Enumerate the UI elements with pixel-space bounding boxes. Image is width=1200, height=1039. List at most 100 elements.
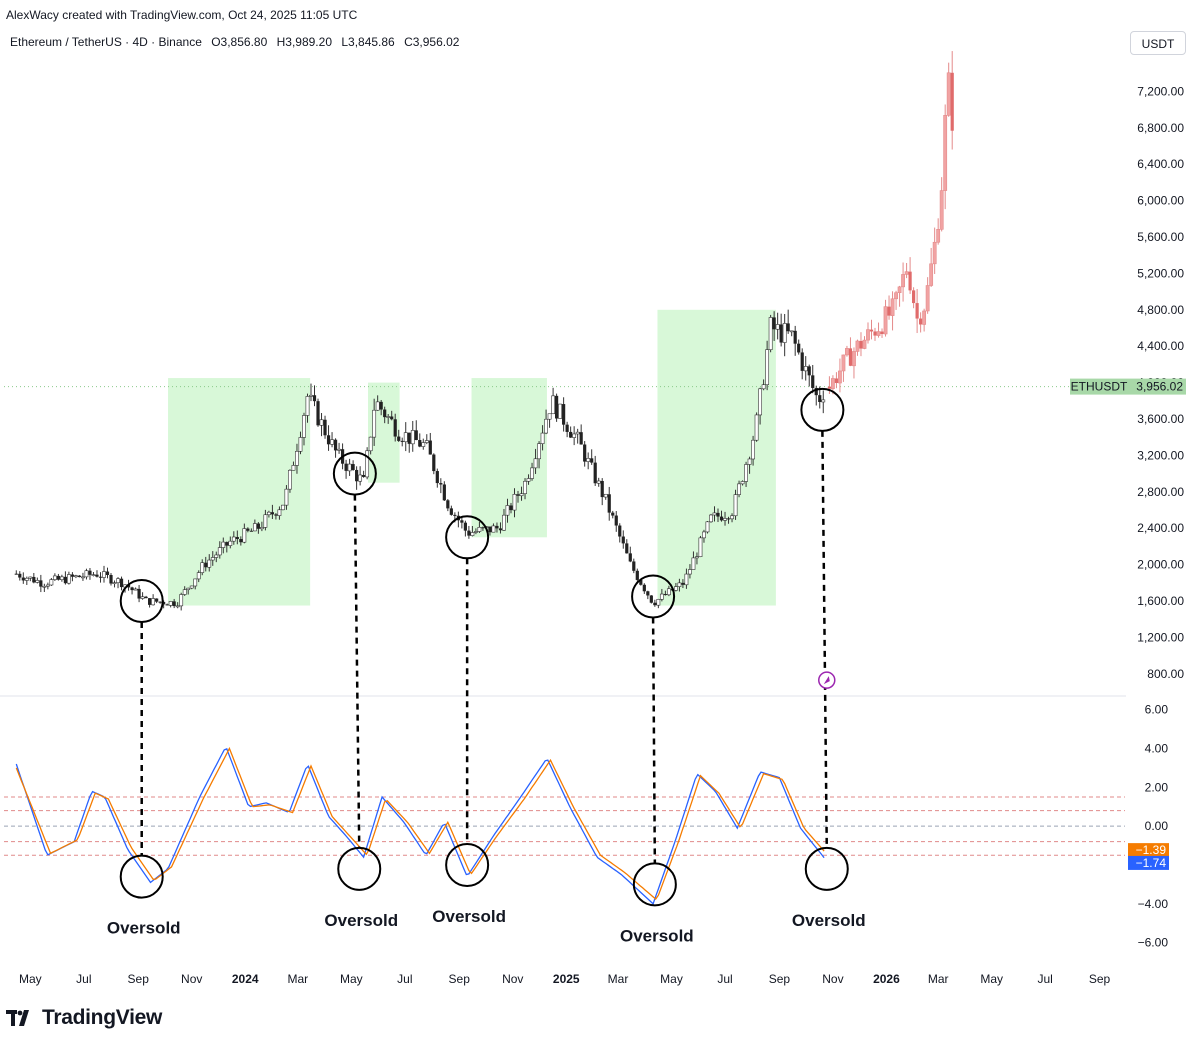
candle-body xyxy=(512,494,517,511)
candle-91 xyxy=(330,432,334,448)
candle-28 xyxy=(109,573,113,586)
candle-body xyxy=(558,403,563,419)
candle-body xyxy=(263,514,268,528)
candle-body xyxy=(144,596,148,599)
candle-body xyxy=(246,528,250,531)
candle-body xyxy=(175,605,180,608)
projection-candle-9 xyxy=(855,339,860,356)
candle-body xyxy=(502,514,506,531)
candle-body xyxy=(266,511,271,516)
candle-177 xyxy=(632,558,636,574)
candle-body xyxy=(929,263,934,286)
candle-body xyxy=(586,458,591,462)
candle-30 xyxy=(116,577,120,589)
candle-88 xyxy=(319,413,324,437)
candle-body xyxy=(530,467,534,479)
candle-148 xyxy=(530,462,534,481)
candle-body xyxy=(761,384,766,390)
candle-body xyxy=(14,573,18,575)
connector-line-5 xyxy=(821,430,829,848)
candle-body xyxy=(193,578,198,587)
candle-body xyxy=(151,598,156,606)
candle-59 xyxy=(217,541,222,559)
candle-182 xyxy=(649,595,653,604)
candle-body xyxy=(488,526,492,533)
candle-34 xyxy=(130,586,134,595)
price-tick-label: 6,800.00 xyxy=(1137,121,1184,135)
candle-body xyxy=(189,585,194,589)
candle-117 xyxy=(421,438,426,450)
candle-54 xyxy=(200,559,205,576)
candle-1 xyxy=(14,570,18,575)
candle-body xyxy=(862,339,867,349)
candle-body xyxy=(803,366,808,372)
candle-157 xyxy=(562,397,566,432)
candle-body xyxy=(744,464,748,482)
candle-132 xyxy=(474,528,478,535)
shaded-zone-4 xyxy=(657,309,776,606)
candle-187 xyxy=(666,585,671,597)
candle-71 xyxy=(259,521,264,532)
candle-body xyxy=(407,432,411,444)
candle-body xyxy=(765,349,770,386)
candle-189 xyxy=(673,582,678,592)
price-tick-label: 1,200.00 xyxy=(1137,630,1184,644)
candle-body xyxy=(91,574,96,576)
x-tick-label: 2025 xyxy=(553,972,580,986)
candle-body xyxy=(18,573,22,578)
candle-body xyxy=(309,394,313,397)
currency-selector[interactable]: USDT xyxy=(1130,31,1186,55)
candle-104 xyxy=(375,395,380,411)
candle-body xyxy=(583,444,587,462)
candle-161 xyxy=(575,428,580,444)
candle-body xyxy=(673,586,678,591)
candle-96 xyxy=(347,458,352,476)
x-tick-label: Sep xyxy=(128,972,150,986)
candle-body xyxy=(733,494,738,517)
candle-86 xyxy=(312,385,317,407)
candle-body xyxy=(228,540,233,546)
candle-120 xyxy=(432,453,436,475)
candle-226 xyxy=(803,356,808,381)
candle-162 xyxy=(579,424,583,445)
candle-body xyxy=(231,536,236,542)
candle-112 xyxy=(403,422,408,452)
candle-body xyxy=(747,458,752,465)
candle-191 xyxy=(681,579,685,589)
candle-45 xyxy=(168,600,173,608)
candle-body xyxy=(831,378,835,389)
candle-body xyxy=(259,527,264,530)
price-tick-label: 4,400.00 xyxy=(1137,339,1184,353)
candle-body xyxy=(179,594,184,607)
projection-candle-6 xyxy=(845,345,849,357)
candle-143 xyxy=(512,488,517,518)
candle-body xyxy=(21,577,25,581)
candle-225 xyxy=(800,348,804,380)
candle-58 xyxy=(214,551,219,563)
symbol-name[interactable]: Ethereum / TetherUS · 4D · Binance xyxy=(10,35,202,49)
candle-body xyxy=(204,562,208,568)
candle-140 xyxy=(502,508,506,531)
candle-196 xyxy=(698,535,703,558)
candle-body xyxy=(834,378,839,384)
candle-body xyxy=(400,440,404,442)
projection-candle-13 xyxy=(869,319,874,340)
candle-12 xyxy=(52,573,57,581)
candle-body xyxy=(24,577,29,581)
candle-39 xyxy=(148,598,152,608)
candle-69 xyxy=(252,519,257,532)
projection-candle-23 xyxy=(904,262,909,279)
candle-body xyxy=(252,523,257,532)
candle-60 xyxy=(221,537,226,554)
oversold-label-4: Oversold xyxy=(620,926,694,945)
candle-body xyxy=(827,386,831,389)
candle-body xyxy=(77,575,82,578)
projection-candle-15 xyxy=(876,322,881,338)
candle-body xyxy=(838,370,842,384)
candle-body xyxy=(337,448,341,451)
projection-candle-34 xyxy=(943,104,948,210)
candle-228 xyxy=(811,364,815,394)
candle-110 xyxy=(397,429,401,442)
tradingview-brand[interactable]: TradingView xyxy=(6,1006,162,1030)
